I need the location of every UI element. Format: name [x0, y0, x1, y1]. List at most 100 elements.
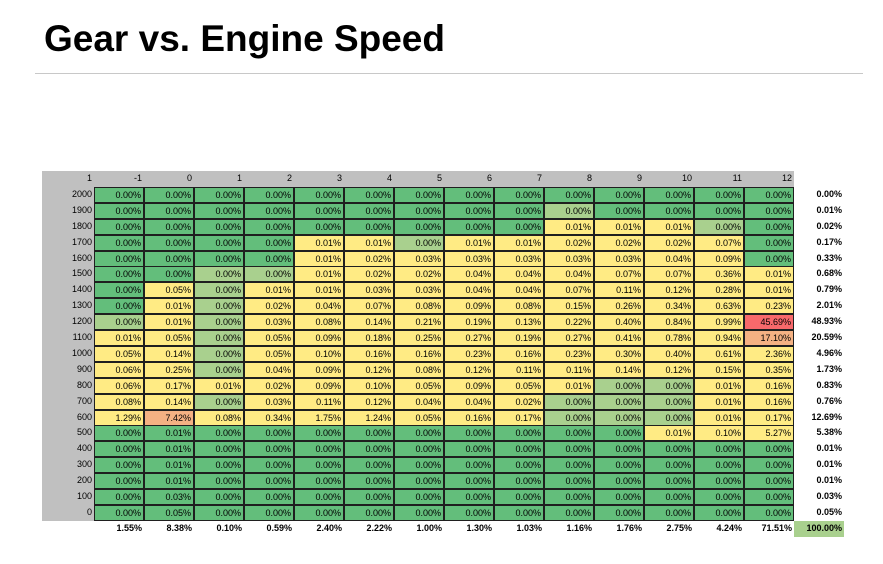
table-cell: 0.00% — [544, 409, 594, 426]
table-cell: 0.09% — [294, 361, 344, 378]
table-cell: 0.11% — [544, 361, 594, 378]
table-cell: 0.00% — [194, 250, 244, 267]
table-cell: 0.00% — [694, 504, 744, 521]
table-cell: 0.07% — [694, 234, 744, 251]
table-cell: 0.05% — [94, 345, 144, 362]
table-cell: 0.04% — [644, 250, 694, 267]
table-cell: 0.00% — [344, 218, 394, 235]
table-cell: 0.04% — [444, 282, 494, 299]
corner-label: 1 — [42, 171, 94, 187]
table-cell: 0.00% — [694, 218, 744, 235]
table-cell: 0.00% — [594, 504, 644, 521]
table-cell: 0.00% — [94, 314, 144, 331]
table-cell: 0.34% — [244, 409, 294, 426]
gear-column-header: 6 — [444, 171, 494, 187]
table-cell: 0.00% — [494, 202, 544, 219]
table-cell: 0.03% — [144, 489, 194, 505]
rpm-row-label: 700 — [42, 393, 94, 410]
table-cell: 0.12% — [644, 282, 694, 299]
table-cell: 0.00% — [744, 186, 794, 203]
rpm-row-label: 2000 — [42, 186, 94, 203]
table-cell: 0.03% — [544, 250, 594, 267]
table-cell: 0.00% — [94, 425, 144, 442]
table-cell: 0.00% — [594, 441, 644, 458]
table-cell: 5.27% — [744, 425, 794, 442]
table-cell: 0.09% — [444, 298, 494, 315]
table-cell: 0.01% — [744, 282, 794, 299]
table-cell: 0.01% — [344, 234, 394, 251]
column-total: 2.75% — [666, 522, 692, 533]
table-cell: 0.00% — [444, 504, 494, 521]
row-total: 0.01% — [816, 443, 842, 454]
rpm-row-label: 1600 — [42, 250, 94, 267]
table-cell: 0.00% — [294, 218, 344, 235]
table-cell: 0.00% — [394, 202, 444, 219]
table-cell: 0.05% — [244, 345, 294, 362]
table-cell: 0.08% — [294, 314, 344, 331]
table-cell: 0.00% — [144, 202, 194, 219]
table-cell: 0.00% — [394, 425, 444, 442]
table-cell: 0.00% — [394, 473, 444, 490]
table-cell: 0.21% — [394, 314, 444, 331]
table-cell: 0.02% — [394, 266, 444, 283]
table-cell: 0.14% — [344, 314, 394, 331]
table-cell: 0.08% — [394, 298, 444, 315]
table-cell: 1.29% — [94, 409, 144, 426]
table-cell: 0.09% — [294, 377, 344, 394]
table-cell: 17.10% — [744, 330, 794, 346]
table-cell: 0.05% — [244, 330, 294, 346]
table-cell: 0.00% — [394, 441, 444, 458]
column-total: 1.55% — [116, 522, 142, 533]
table-cell: 0.00% — [144, 234, 194, 251]
rpm-row-label: 400 — [42, 441, 94, 458]
table-cell: 0.00% — [394, 218, 444, 235]
table-cell: 0.35% — [744, 361, 794, 378]
gear-column-header: 9 — [594, 171, 644, 187]
table-cell: 0.03% — [594, 250, 644, 267]
column-total: 1.16% — [566, 522, 592, 533]
rpm-row-label: 0 — [42, 504, 94, 521]
table-cell: 0.00% — [294, 441, 344, 458]
table-cell: 0.00% — [244, 250, 294, 267]
table-cell: 0.01% — [294, 282, 344, 299]
table-cell: 0.00% — [644, 457, 694, 474]
table-cell: 0.16% — [744, 377, 794, 394]
table-cell: 0.00% — [644, 409, 694, 426]
table-cell: 0.04% — [494, 282, 544, 299]
table-cell: 0.08% — [494, 298, 544, 315]
table-cell: 0.01% — [744, 266, 794, 283]
table-cell: 0.01% — [194, 377, 244, 394]
table-cell: 0.00% — [544, 202, 594, 219]
table-cell: 0.16% — [494, 345, 544, 362]
grand-total: 100.00% — [794, 520, 844, 537]
table-cell: 0.17% — [494, 409, 544, 426]
table-cell: 0.03% — [244, 393, 294, 410]
row-total: 12.69% — [811, 411, 842, 422]
table-cell: 0.00% — [244, 504, 294, 521]
table-cell: 0.23% — [744, 298, 794, 315]
table-cell: 0.00% — [244, 473, 294, 490]
table-cell: 0.09% — [444, 377, 494, 394]
row-total: 0.17% — [816, 236, 842, 247]
table-cell: 0.00% — [744, 202, 794, 219]
row-total: 0.01% — [816, 459, 842, 470]
table-cell: 1.24% — [344, 409, 394, 426]
rpm-row-label: 500 — [42, 425, 94, 442]
table-cell: 0.00% — [544, 425, 594, 442]
table-cell: 0.00% — [744, 489, 794, 505]
table-cell: 0.00% — [94, 282, 144, 299]
table-cell: 0.12% — [644, 361, 694, 378]
row-total: 0.33% — [816, 252, 842, 263]
table-cell: 0.01% — [294, 266, 344, 283]
table-cell: 0.00% — [644, 202, 694, 219]
table-cell: 0.00% — [194, 298, 244, 315]
table-cell: 0.05% — [144, 282, 194, 299]
table-cell: 1.75% — [294, 409, 344, 426]
table-cell: 0.00% — [594, 457, 644, 474]
table-cell: 0.00% — [444, 473, 494, 490]
table-cell: 0.05% — [394, 377, 444, 394]
table-cell: 0.00% — [294, 202, 344, 219]
table-cell: 0.00% — [744, 441, 794, 458]
table-cell: 0.78% — [644, 330, 694, 346]
table-cell: 0.00% — [244, 202, 294, 219]
